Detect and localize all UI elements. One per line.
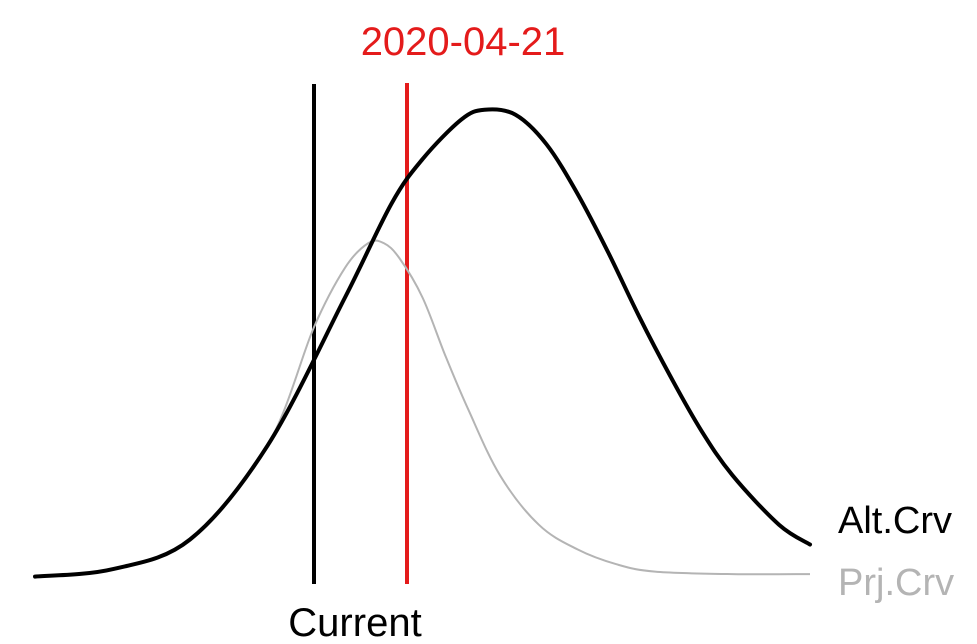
legend-label-alt-crv: Alt.Crv xyxy=(838,500,952,542)
series-lines xyxy=(33,107,812,579)
legend-label-prj-crv: Prj.Crv xyxy=(838,562,954,604)
series-line-prj-crv xyxy=(34,239,811,578)
current-marker-label: Current xyxy=(288,601,421,644)
series-line-alt-crv xyxy=(33,107,812,579)
annotation-lines xyxy=(312,83,409,584)
date-marker-label: 2020-04-21 xyxy=(361,20,566,64)
